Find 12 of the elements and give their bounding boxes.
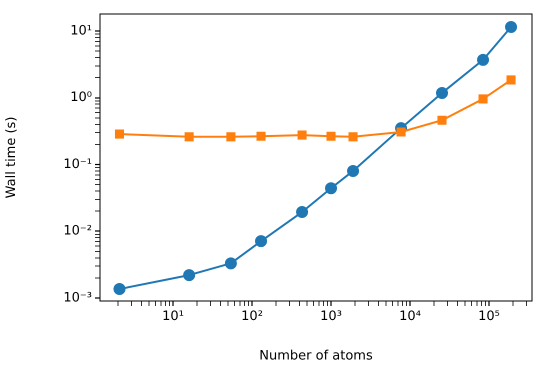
y-tick-label: 10¹ <box>70 23 92 38</box>
x-tick-label: 10⁴ <box>399 309 421 324</box>
y-tick-label: 10⁻² <box>63 224 92 239</box>
x-axis-title: Number of atoms <box>259 348 373 364</box>
y-tick-label: 10⁻¹ <box>63 156 92 172</box>
x-tick-label: 10² <box>241 309 263 324</box>
x-tick-label: 10⁵ <box>478 309 500 324</box>
y-tick-label: 10⁰ <box>70 90 92 106</box>
y-tick-label: 10⁻³ <box>63 290 92 306</box>
y-axis-title: Wall time (s) <box>4 116 20 198</box>
x-tick-label: 10¹ <box>162 309 184 324</box>
x-tick-label: 10³ <box>320 309 342 324</box>
